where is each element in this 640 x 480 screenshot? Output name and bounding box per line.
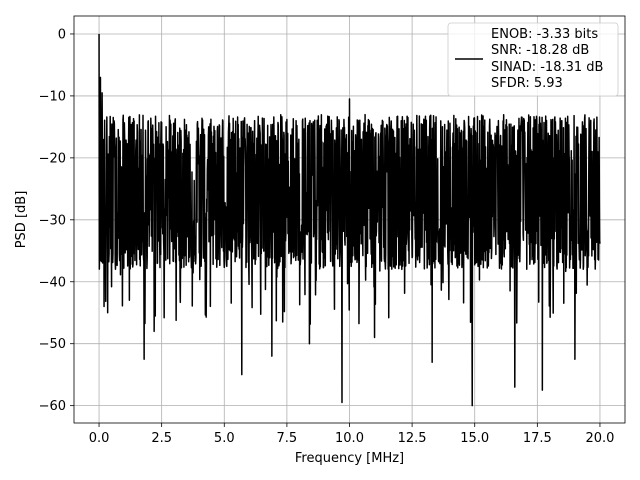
legend-box <box>447 22 619 97</box>
x-tick-label: 20.0 <box>585 431 614 446</box>
x-tick-label: 2.5 <box>151 431 172 446</box>
x-axis-title: Frequency [MHz] <box>295 451 404 466</box>
x-tick-label: 10.0 <box>335 431 364 446</box>
legend-line-enob: ENOB: -3.33 bits <box>491 27 598 42</box>
legend-line-sinad: SINAD: -18.31 dB <box>491 60 603 75</box>
legend-line-snr: SNR: -18.28 dB <box>491 43 589 58</box>
y-tick-label: −30 <box>39 213 66 228</box>
y-tick-label: −60 <box>39 399 66 414</box>
legend-line-sfdr: SFDR: 5.93 <box>491 76 563 91</box>
x-tick-label: 0.0 <box>89 431 110 446</box>
series-layer <box>98 33 601 407</box>
x-tick-label: 5.0 <box>214 431 235 446</box>
psd-series-line <box>98 33 601 407</box>
y-axis-title: PSD [dB] <box>14 191 29 249</box>
x-tick-label: 17.5 <box>523 431 552 446</box>
x-tick-label: 7.5 <box>277 431 298 446</box>
y-tick-label: −10 <box>39 89 66 104</box>
x-tick-label: 15.0 <box>460 431 489 446</box>
legend: ENOB: -3.33 bits SNR: -18.28 dB SINAD: -… <box>447 22 619 97</box>
x-tick-label: 12.5 <box>398 431 427 446</box>
y-tick-label: −20 <box>39 151 66 166</box>
y-tick-label: 0 <box>58 27 66 42</box>
y-tick-label: −50 <box>39 337 66 352</box>
axis-ticks: 0.0 2.5 5.0 7.5 10.0 12.5 15.0 17.5 20.0 0 −10 −20 −… <box>39 27 615 446</box>
y-tick-label: −40 <box>39 275 66 290</box>
